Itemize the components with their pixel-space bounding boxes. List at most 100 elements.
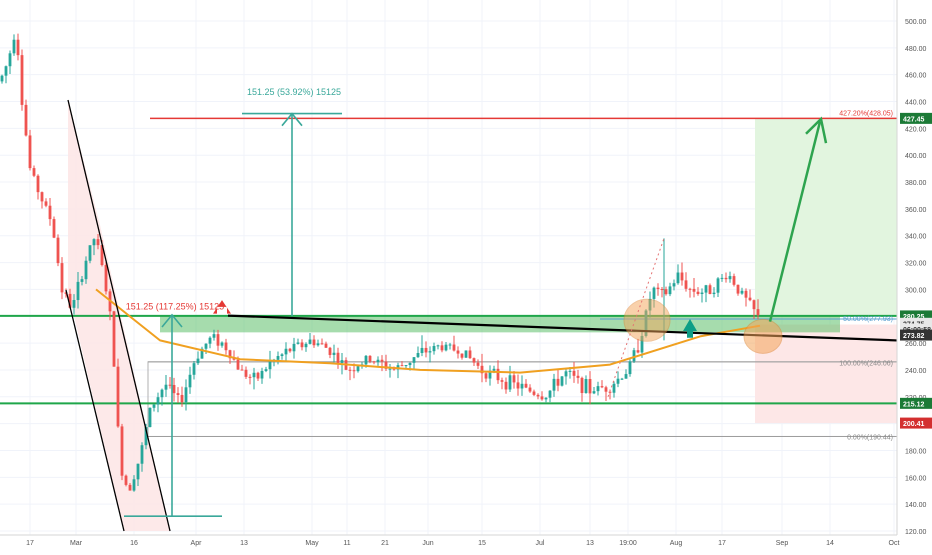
retest-circle-1 [623, 298, 671, 342]
price-tick-label: 260.00 [905, 341, 927, 348]
candle [12, 34, 16, 56]
candle [432, 342, 436, 355]
candle [316, 339, 320, 347]
candle-body [76, 281, 80, 301]
candle [136, 463, 140, 487]
candle-body [400, 365, 404, 367]
measured-move-top-label: 151.25 (53.92%) 15125 [247, 87, 341, 97]
candle [140, 442, 144, 472]
candle-body [744, 290, 748, 298]
candle [336, 347, 340, 369]
candle [324, 341, 328, 348]
candle-body [164, 384, 168, 390]
candle [52, 216, 56, 239]
candle [692, 278, 696, 298]
candle [456, 346, 460, 359]
candle-body [280, 354, 284, 357]
candle [32, 165, 36, 178]
retest-circle-2 [743, 318, 783, 354]
candle-body [252, 372, 256, 378]
candle [532, 389, 536, 397]
candle [756, 299, 760, 320]
price-tag-label-lower-support: 215.12 [903, 401, 925, 408]
candle [708, 283, 712, 295]
annotations: 151.25 (53.92%) 15125 151.25 (117.25%) 15… [126, 87, 893, 442]
candle [124, 474, 128, 487]
price-tick-label: 480.00 [905, 46, 927, 53]
candle-body [124, 475, 128, 485]
candle [256, 371, 260, 382]
candle [516, 374, 520, 396]
price-tag-price-a [900, 317, 932, 329]
candle-body [564, 371, 568, 377]
candle-body [672, 283, 676, 287]
candle-body [452, 344, 456, 351]
candle-body [288, 348, 292, 352]
price-tick-label: 180.00 [905, 448, 927, 455]
candle [452, 335, 456, 352]
price-tag-stop [900, 417, 932, 429]
candle-body [476, 362, 480, 366]
up-arrow-marker [683, 318, 697, 338]
candle [36, 174, 40, 200]
candle-body [32, 168, 36, 176]
candle-body [376, 359, 380, 363]
candle [616, 371, 620, 388]
candle [480, 353, 484, 383]
candle-body [364, 355, 368, 365]
candle [92, 238, 96, 256]
candle-body [444, 344, 448, 351]
candle-body [448, 344, 452, 346]
candle-body [284, 348, 288, 355]
candle [512, 371, 516, 389]
price-tag-label-upper-resistance: 280.25 [903, 314, 925, 321]
candle [176, 387, 180, 403]
candle [500, 377, 504, 390]
candle-body [100, 245, 104, 266]
moving-average [95, 288, 761, 374]
time-tick-label: Oct [889, 540, 900, 547]
candle-body [148, 407, 152, 428]
candle-body [212, 334, 216, 338]
candle-body [320, 343, 324, 345]
candle [736, 284, 740, 296]
candle [84, 256, 88, 284]
candle-body [548, 390, 552, 398]
price-tick-label: 500.00 [905, 19, 927, 26]
candle-body [656, 287, 660, 290]
candle-body [340, 360, 344, 363]
price-tick-label: 140.00 [905, 502, 927, 509]
candle-body [684, 280, 688, 289]
measured-move-bottom-label: 151.25 (117.25%) 15125 [126, 302, 224, 312]
candle-body [236, 359, 240, 370]
candle-body [432, 346, 436, 352]
candle [320, 338, 324, 345]
candle [356, 365, 360, 373]
time-tick-label: Apr [191, 540, 203, 547]
candle [4, 65, 8, 84]
candle [240, 364, 244, 371]
candle-body [348, 369, 352, 371]
candle [720, 274, 724, 282]
candle [724, 272, 728, 283]
price-tag-lower-support [900, 397, 932, 409]
candle [76, 271, 80, 309]
candle-body [300, 342, 304, 348]
candle [24, 99, 28, 137]
time-tick-label: 15 [478, 540, 486, 547]
candle [116, 358, 120, 428]
candle [740, 287, 744, 295]
time-tick-label: 17 [26, 540, 34, 547]
candle [696, 287, 700, 296]
candle-body [628, 361, 632, 375]
candle-body [456, 350, 460, 354]
candle-body [668, 286, 672, 295]
candle-body [612, 383, 616, 393]
candle [348, 366, 352, 381]
candle-body [632, 350, 636, 362]
time-axis: 17 Mar 16 Apr 13 May 11 21 Jun 15 Jul 13 19:00 Aug 17 S… [0, 534, 900, 547]
candle-body [64, 292, 68, 294]
candle-body [460, 353, 464, 358]
candle-body [308, 339, 312, 344]
